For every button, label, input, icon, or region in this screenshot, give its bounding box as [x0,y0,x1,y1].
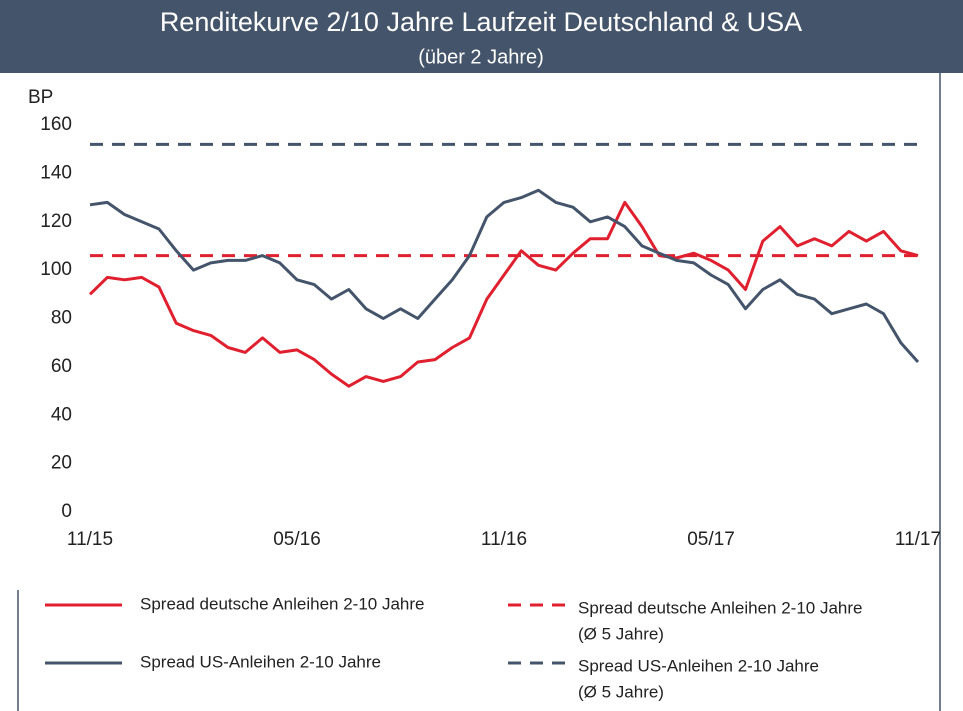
x-tick-label: 05/16 [273,529,321,550]
y-axis-label: BP [28,87,53,108]
series-line [89,188,920,363]
legend-label: Spread US-Anleihen 2-10 Jahre [578,656,819,675]
y-tick-label: 140 [40,162,72,183]
legend-label: Spread US-Anleihen 2-10 Jahre [140,652,381,671]
chart-title: Renditekurve 2/10 Jahre Laufzeit Deutsch… [160,7,802,37]
legend-label: (Ø 5 Jahre) [578,682,664,701]
legend-label: (Ø 5 Jahre) [578,624,664,643]
y-tick-label: 120 [40,211,72,232]
x-tick-label: 11/16 [481,529,527,550]
chart-subtitle: (über 2 Jahre) [418,46,544,68]
x-tick-label: 11/15 [67,529,113,550]
y-tick-label: 20 [51,453,72,474]
y-tick-label: 0 [61,501,72,522]
y-tick-label: 60 [51,356,72,377]
series-line [88,200,919,388]
y-tick-label: 100 [40,259,72,280]
y-tick-label: 160 [40,114,72,135]
x-tick-label: 11/17 [895,529,941,550]
title-bar [0,0,963,73]
y-tick-label: 40 [51,404,72,425]
legend-label: Spread deutsche Anleihen 2-10 Jahre [140,594,424,613]
y-tick-label: 80 [51,308,72,329]
x-tick-label: 05/17 [687,529,735,550]
legend-label: Spread deutsche Anleihen 2-10 Jahre [578,598,862,617]
